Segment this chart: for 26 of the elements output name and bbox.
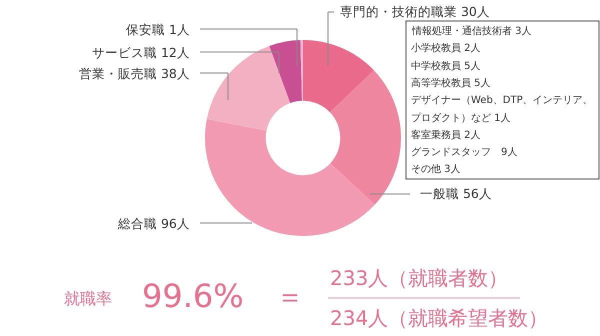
slice-label: 保安職 1人 [126,22,190,37]
text: デザイナー（Web、DTP、インテリア、 [411,95,593,106]
slice-label: サービス職 12人 [92,45,190,60]
text: 客室乗務員 2人 [411,129,481,141]
donut-slice [300,40,303,101]
slice-label: 専門的・技術的職業 30人 [340,4,490,19]
text: 中学校教員 5人 [411,60,481,72]
text: プロダクト）など 1人 [411,112,511,124]
text: 情報処理・通信技術者 3人 [411,25,532,37]
text: 就職率 [64,289,112,308]
text: その他 3人 [411,163,461,175]
text: 小学校教員 2人 [411,42,481,54]
donut-slice [330,70,401,205]
text: ＝ [276,280,304,313]
donut-slice [206,46,290,131]
slice-label: 一般職 56人 [420,186,492,201]
donut-slice [269,40,302,104]
donut-slice [205,118,375,236]
slice-label: 営業・販売職 38人 [79,66,190,81]
slice-label: 総合職 96人 [117,216,190,231]
text: 99.6% [142,277,244,315]
text: 高等学校教員 5人 [411,77,491,89]
text: 234人（就職希望者数） [330,306,548,330]
text: 233人（就職者数） [330,266,508,290]
donut-slice [303,40,374,112]
text: グランドスタッフ 9人 [411,147,518,158]
